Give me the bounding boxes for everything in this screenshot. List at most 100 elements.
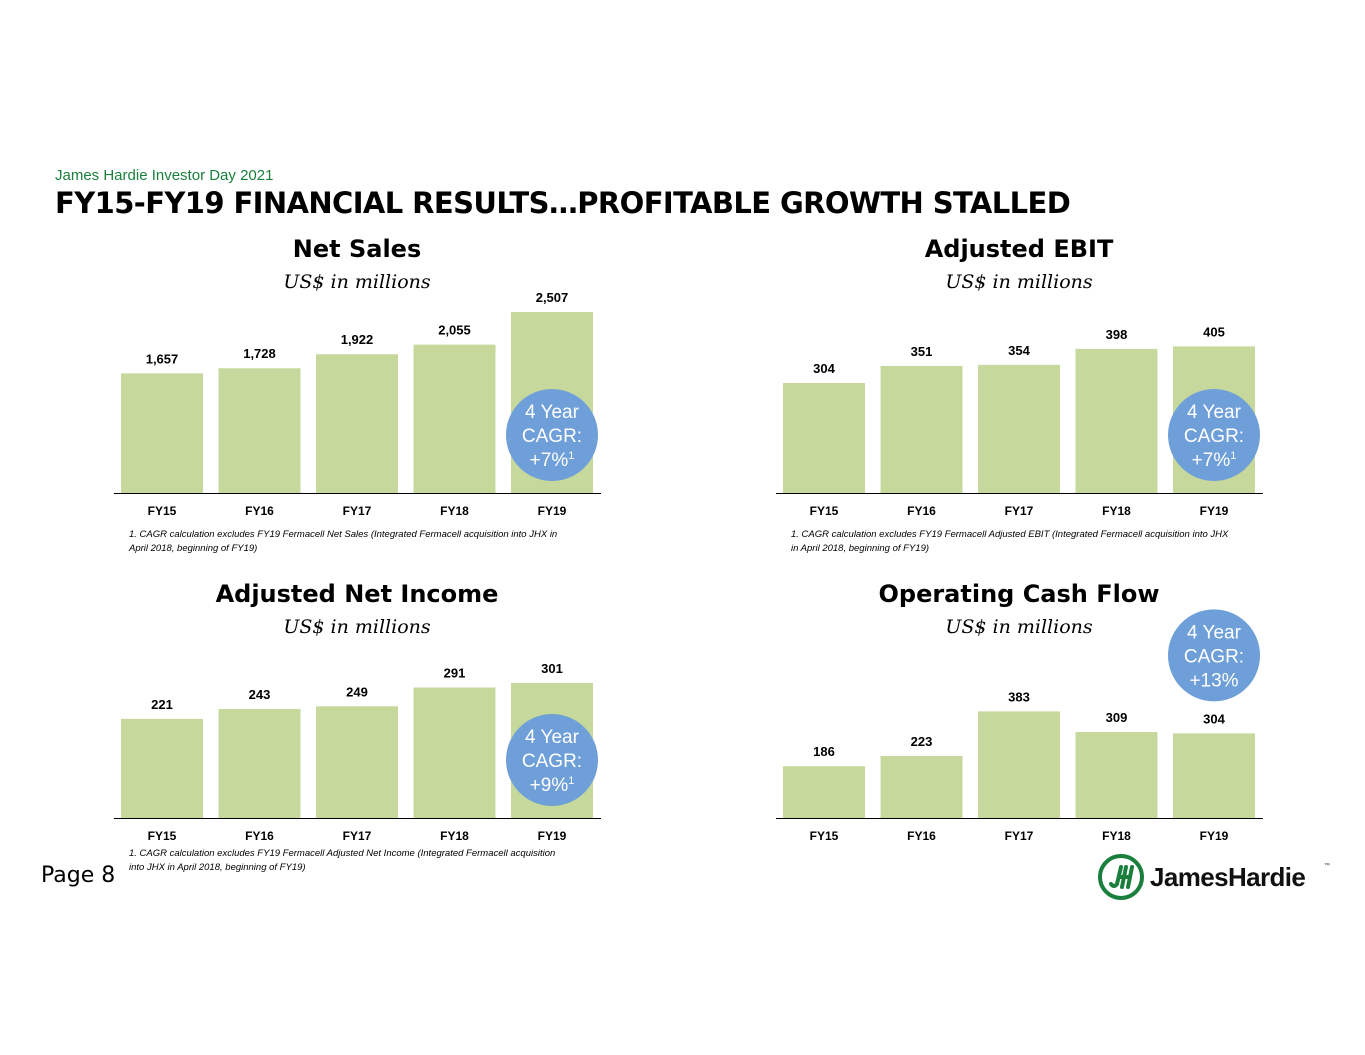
- operating-cash-flow-title: Operating Cash Flow: [878, 580, 1159, 608]
- net-sales-cagr-badge: [506, 389, 598, 481]
- operating-cash-flow-bar-fy16: [880, 755, 963, 818]
- operating-cash-flow-bar-fy19: [1173, 733, 1255, 818]
- adjusted-net-income-category-label: FY17: [343, 829, 372, 843]
- jh-monogram-icon: [1098, 854, 1144, 900]
- adjusted-ebit-cagr-text: CAGR:: [1184, 426, 1244, 447]
- adjusted-ebit-category-label: FY18: [1102, 504, 1131, 518]
- adjusted-net-income-cagr-text: 4 Year: [525, 727, 580, 748]
- adjusted-net-income-cagr-footnote-mark: 1: [568, 775, 574, 787]
- net-sales-bar-fy18: [413, 344, 496, 493]
- adjusted-ebit-value-label: 304: [813, 361, 835, 376]
- adjusted-ebit-value-label: 351: [911, 344, 933, 359]
- operating-cash-flow-bar-fy17: [978, 711, 1060, 818]
- net-sales-title: Net Sales: [293, 235, 421, 263]
- operating-cash-flow-category-label: FY15: [810, 829, 839, 843]
- operating-cash-flow-cagr-text: +13%: [1189, 670, 1238, 691]
- net-sales-bar-fy15: [121, 373, 203, 493]
- james-hardie-logo: JamesHardie ™: [1097, 851, 1337, 903]
- adjusted-ebit-category-label: FY16: [907, 504, 936, 518]
- operating-cash-flow-bar-fy15: [783, 766, 865, 818]
- net-sales-cagr-text: 4 Year: [525, 402, 580, 423]
- net-sales-value-label: 1,922: [341, 332, 374, 347]
- adjusted-ebit-category-label: FY15: [810, 504, 839, 518]
- operating-cash-flow-value-label: 309: [1106, 710, 1128, 725]
- operating-cash-flow-value-label: 223: [911, 734, 933, 749]
- net-sales-cagr-footnote-mark: 1: [568, 450, 574, 462]
- logo-trademark: ™: [1324, 863, 1330, 869]
- operating-cash-flow-cagr-text: CAGR:: [1184, 646, 1244, 667]
- adjusted-net-income-bar-fy16: [218, 709, 301, 818]
- net-sales-category-label: FY18: [440, 504, 469, 518]
- adjusted-ebit-value-label: 405: [1203, 324, 1225, 339]
- adjusted-net-income-bar-fy15: [121, 718, 203, 818]
- adjusted-net-income-value-label: 291: [444, 665, 466, 680]
- operating-cash-flow-category-label: FY17: [1005, 829, 1034, 843]
- adjusted-net-income-value-label: 221: [151, 697, 173, 712]
- net-sales-footnote: 1. CAGR calculation excludes FY19 Fermac…: [129, 529, 557, 540]
- net-sales-bar-fy16: [218, 368, 301, 493]
- adjusted-net-income-category-label: FY19: [538, 829, 567, 843]
- adjusted-net-income-footnote: 1. CAGR calculation excludes FY19 Fermac…: [129, 848, 555, 859]
- adjusted-net-income-bar-fy17: [316, 706, 398, 818]
- adjusted-ebit-value-label: 398: [1106, 327, 1128, 342]
- net-sales-bar-fy17: [316, 354, 398, 493]
- adjusted-ebit-title: Adjusted EBIT: [925, 235, 1114, 263]
- net-sales-category-label: FY19: [538, 504, 567, 518]
- adjusted-ebit-category-label: FY19: [1200, 504, 1229, 518]
- operating-cash-flow-value-label: 304: [1203, 711, 1225, 726]
- net-sales-category-label: FY17: [343, 504, 372, 518]
- net-sales-category-label: FY15: [148, 504, 177, 518]
- adjusted-ebit-cagr-text: +7%1: [1192, 450, 1237, 471]
- adjusted-ebit-cagr-text: 4 Year: [1187, 402, 1242, 423]
- adjusted-ebit-subtitle: US$ in millions: [945, 271, 1093, 293]
- adjusted-ebit-category-label: FY17: [1005, 504, 1034, 518]
- operating-cash-flow-cagr-text: 4 Year: [1187, 622, 1242, 643]
- adjusted-net-income-category-label: FY15: [148, 829, 177, 843]
- adjusted-net-income-bar-fy18: [413, 687, 496, 818]
- net-sales-footnote: April 2018, beginning of FY19): [128, 543, 257, 554]
- logo-wordmark: JamesHardie: [1150, 862, 1306, 892]
- adjusted-ebit-bar-fy18: [1075, 348, 1158, 493]
- net-sales-cagr-text: CAGR:: [522, 426, 582, 447]
- adjusted-ebit-bar-fy16: [880, 365, 963, 493]
- net-sales-value-label: 2,055: [438, 323, 471, 338]
- adjusted-ebit-cagr-badge: [1168, 389, 1260, 481]
- operating-cash-flow-cagr-badge: [1168, 609, 1260, 702]
- page-number: Page 8: [41, 863, 116, 888]
- operating-cash-flow-value-label: 186: [813, 744, 835, 759]
- adjusted-ebit-bar-fy17: [978, 364, 1060, 493]
- adjusted-net-income-subtitle: US$ in millions: [283, 616, 431, 638]
- adjusted-net-income-value-label: 301: [541, 661, 563, 676]
- adjusted-ebit-footnote: in April 2018, beginning of FY19): [791, 543, 929, 554]
- adjusted-net-income-cagr-badge: [506, 714, 598, 806]
- operating-cash-flow-category-label: FY19: [1200, 829, 1229, 843]
- net-sales-cagr-text: +7%1: [530, 450, 575, 471]
- page-title: FY15-FY19 FINANCIAL RESULTS…PROFITABLE G…: [55, 186, 1071, 220]
- adjusted-ebit-cagr-footnote-mark: 1: [1230, 450, 1236, 462]
- adjusted-net-income-cagr-text: +9%1: [530, 775, 575, 796]
- adjusted-ebit-bar-fy15: [783, 382, 865, 493]
- operating-cash-flow-category-label: FY16: [907, 829, 936, 843]
- operating-cash-flow-bar-fy18: [1075, 731, 1158, 818]
- adjusted-ebit-value-label: 354: [1008, 343, 1030, 358]
- adjusted-net-income-footnote: into JHX in April 2018, beginning of FY1…: [129, 862, 306, 873]
- adjusted-net-income-title: Adjusted Net Income: [216, 580, 499, 608]
- adjusted-net-income-category-label: FY18: [440, 829, 469, 843]
- net-sales-value-label: 1,728: [243, 346, 276, 361]
- operating-cash-flow-category-label: FY18: [1102, 829, 1131, 843]
- report-eyebrow: James Hardie Investor Day 2021: [55, 167, 274, 184]
- net-sales-value-label: 1,657: [146, 351, 179, 366]
- operating-cash-flow-value-label: 383: [1008, 689, 1030, 704]
- adjusted-net-income-value-label: 249: [346, 684, 368, 699]
- net-sales-category-label: FY16: [245, 504, 274, 518]
- net-sales-subtitle: US$ in millions: [283, 271, 431, 293]
- adjusted-net-income-category-label: FY16: [245, 829, 274, 843]
- operating-cash-flow-subtitle: US$ in millions: [945, 616, 1093, 638]
- adjusted-ebit-footnote: 1. CAGR calculation excludes FY19 Fermac…: [791, 529, 1229, 540]
- adjusted-net-income-value-label: 243: [249, 687, 271, 702]
- adjusted-net-income-cagr-text: CAGR:: [522, 751, 582, 772]
